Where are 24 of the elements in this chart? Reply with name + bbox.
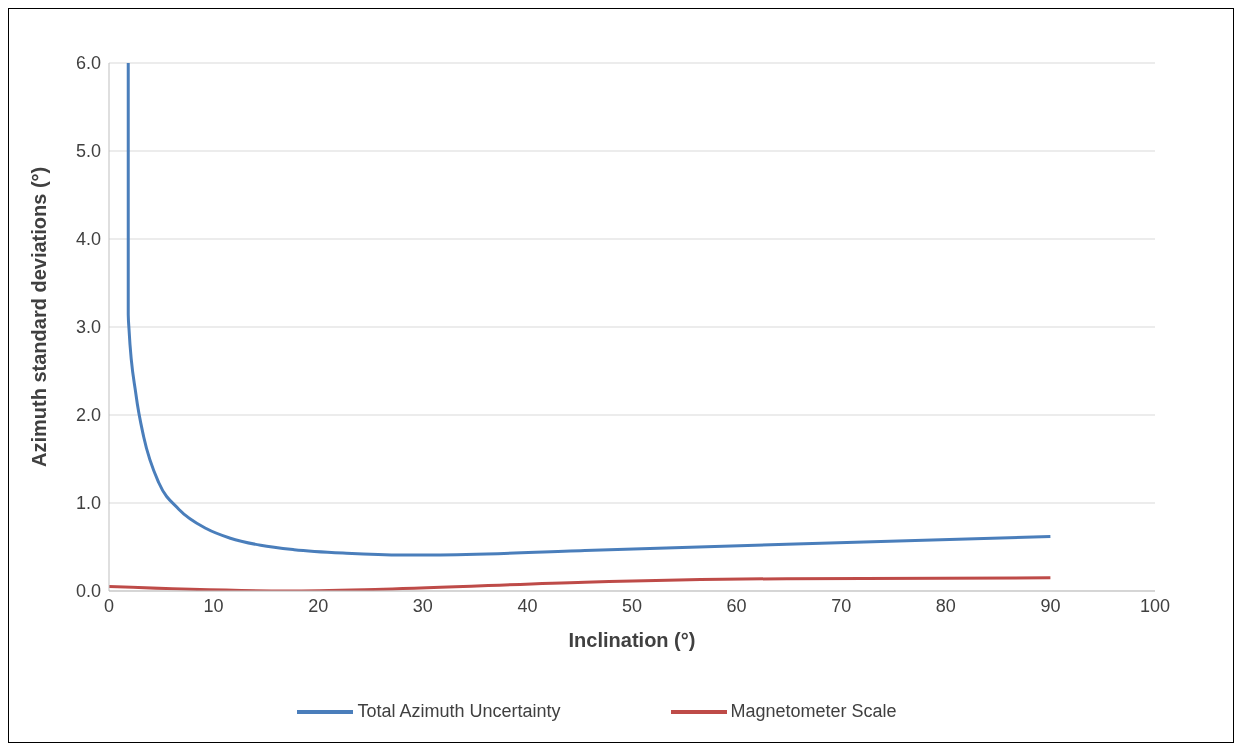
- x-tick-label: 20: [308, 595, 329, 616]
- x-tick-label: 60: [726, 595, 747, 616]
- x-tick-label: 30: [412, 595, 433, 616]
- x-tick-label: 90: [1040, 595, 1061, 616]
- line-series: [126, 63, 1052, 557]
- legend-label: Magnetometer Scale: [730, 701, 897, 722]
- y-tick-label: 1.0: [75, 493, 101, 514]
- y-axis-title: Azimuth standard deviations (°): [28, 166, 51, 467]
- x-tick-label: 40: [517, 595, 538, 616]
- line-series: [109, 576, 1052, 591]
- y-tick-label: 0.0: [75, 581, 101, 602]
- y-tick-label: 6.0: [75, 53, 101, 74]
- x-tick-label: 10: [203, 595, 224, 616]
- y-tick-label: 2.0: [75, 405, 101, 426]
- x-tick-label: 70: [831, 595, 852, 616]
- x-tick-label: 50: [621, 595, 643, 616]
- y-tick-label: 3.0: [75, 317, 101, 338]
- x-tick-label: 100: [1139, 595, 1171, 616]
- y-tick-label: 4.0: [75, 229, 101, 250]
- x-tick-label: 80: [935, 595, 956, 616]
- legend-label: Total Azimuth Uncertainty: [357, 701, 561, 722]
- x-tick-label: 0: [103, 595, 115, 616]
- x-axis-title: Inclination (°): [568, 629, 696, 651]
- y-tick-label: 5.0: [75, 141, 101, 162]
